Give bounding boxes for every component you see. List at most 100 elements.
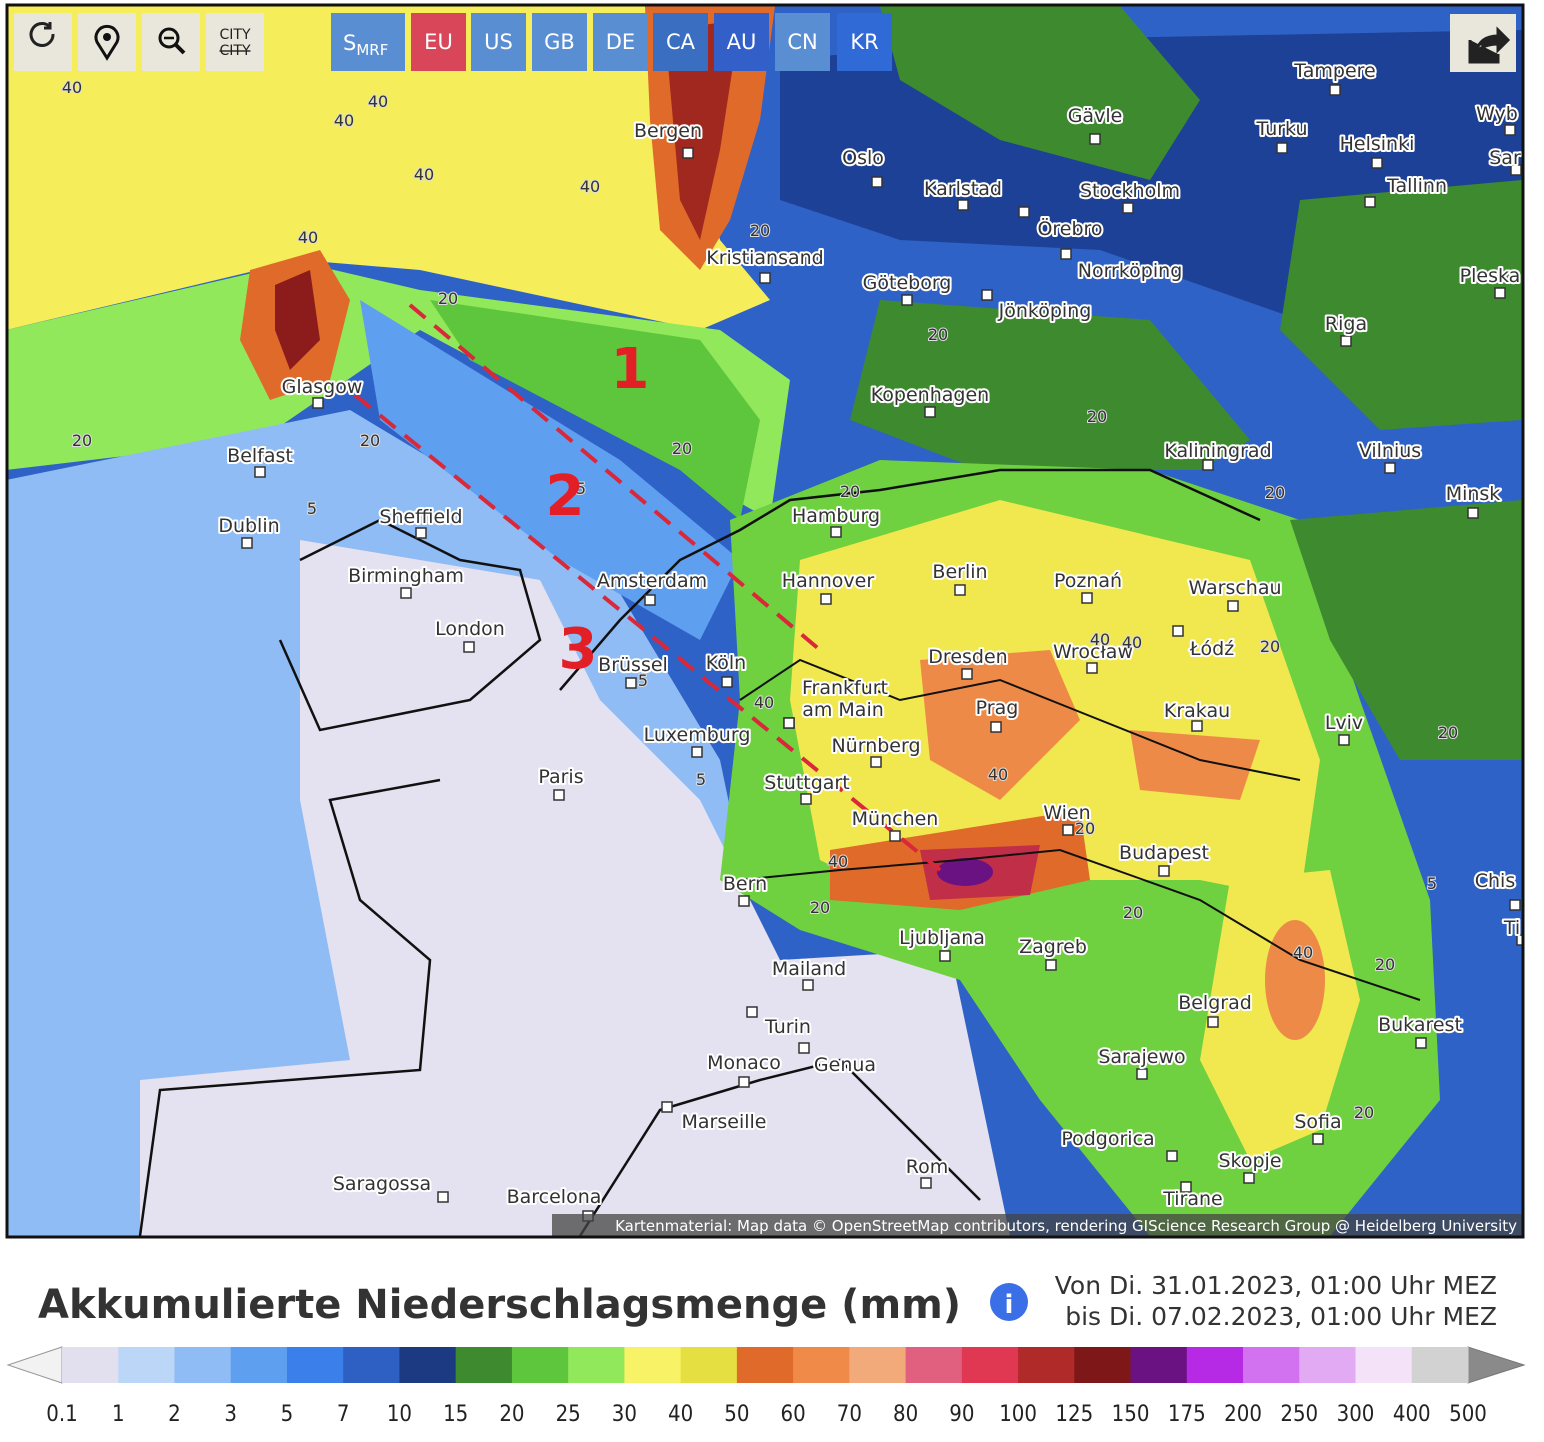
- zoom-out-button[interactable]: [142, 13, 200, 71]
- city-marker: [691, 746, 703, 758]
- city-marker: [1467, 507, 1479, 519]
- annotation: 3: [559, 617, 598, 682]
- legend-tick-label: 5: [281, 1402, 294, 1427]
- legend-swatch: [230, 1347, 288, 1383]
- city-label: Örebro: [1037, 217, 1102, 240]
- legend-tick-label: 40: [668, 1402, 693, 1427]
- city-marker: [254, 466, 266, 478]
- city-label: London: [435, 618, 505, 640]
- city-label: Prag: [976, 697, 1019, 719]
- legend-swatch: [961, 1347, 1019, 1383]
- legend-swatch: [174, 1347, 232, 1383]
- contour-label: 20: [438, 289, 458, 308]
- city-label: Oslo: [842, 147, 884, 169]
- period-to: bis Di. 07.02.2023, 01:00 Uhr MEZ: [1065, 1302, 1497, 1331]
- region-label: EU: [424, 30, 453, 54]
- city-marker: [1081, 592, 1093, 604]
- legend-tick-label: 15: [443, 1402, 468, 1427]
- city-marker: [437, 1191, 449, 1203]
- city-label: Belfast: [227, 445, 293, 467]
- city-marker: [1136, 1068, 1148, 1080]
- legend-tick-label: 200: [1224, 1402, 1262, 1427]
- reload-button[interactable]: [14, 13, 72, 71]
- city-label: Bern: [723, 873, 767, 895]
- legend-tick-label: 3: [224, 1402, 237, 1427]
- legend-tick-label: 70: [837, 1402, 862, 1427]
- city-label: Helsinki: [1340, 133, 1415, 155]
- city-marker: [1329, 84, 1341, 96]
- region-button[interactable]: [653, 13, 708, 71]
- contour-label: 20: [1087, 407, 1107, 426]
- city-label: Tampere: [1293, 60, 1375, 82]
- city-label: CITY: [219, 43, 250, 59]
- city-label: Wyb: [1476, 103, 1518, 125]
- city-marker: [415, 527, 427, 539]
- city-marker: [1018, 206, 1030, 218]
- city-label: Belgrad: [1178, 992, 1252, 1014]
- toolbar: CITY CITY SMRF EU US GB DE CA AU CN KR: [14, 13, 1516, 72]
- city-marker: [1504, 124, 1516, 136]
- city-marker: [1166, 1150, 1178, 1162]
- legend-swatch: [1299, 1347, 1357, 1383]
- city-label: am Main: [802, 699, 884, 721]
- city-marker: [889, 830, 901, 842]
- annotation: 2: [546, 464, 585, 529]
- city-marker: [1089, 133, 1101, 145]
- city-label: Ljubljana: [899, 927, 985, 949]
- legend-tick-label: 500: [1449, 1402, 1487, 1427]
- legend-swatch: [455, 1347, 513, 1383]
- legend-swatch: [624, 1347, 682, 1383]
- contour-label: 40: [828, 852, 848, 871]
- legend-swatch: [849, 1347, 907, 1383]
- contour-label: 5: [576, 479, 586, 498]
- city-label: Paris: [538, 766, 583, 788]
- legend-swatch: [1018, 1347, 1075, 1383]
- legend-swatch: [568, 1347, 625, 1383]
- legend-swatch: [62, 1347, 119, 1383]
- city-label: Bergen: [634, 120, 702, 142]
- city-label: Glasgow: [282, 376, 363, 398]
- city-label: Turku: [1255, 118, 1307, 140]
- city-marker: [939, 950, 951, 962]
- region-button[interactable]: [714, 13, 769, 71]
- legend-swatch: [343, 1347, 400, 1383]
- region-button[interactable]: [471, 13, 526, 71]
- city-marker: [1276, 142, 1288, 154]
- info-button[interactable]: [990, 1283, 1028, 1321]
- city-marker: [783, 717, 795, 729]
- legend-swatch: [1130, 1347, 1188, 1383]
- city-label: Kaliningrad: [1164, 440, 1271, 462]
- legend-swatch: [1186, 1347, 1244, 1383]
- region-button[interactable]: [837, 13, 892, 71]
- city-marker: [901, 294, 913, 306]
- legend-tick-label: 80: [893, 1402, 918, 1427]
- region-button[interactable]: [775, 13, 830, 71]
- city-marker: [1384, 462, 1396, 474]
- locate-button[interactable]: [78, 13, 136, 71]
- city-marker: [924, 406, 936, 418]
- city-marker: [1509, 899, 1521, 911]
- contour-label: 40: [414, 165, 434, 184]
- legend-title: Akkumulierte Niederschlagsmenge (mm): [38, 1282, 961, 1328]
- city-label: Birmingham: [348, 565, 464, 587]
- region-button[interactable]: [593, 13, 648, 71]
- city-label: Jönköping: [998, 300, 1092, 322]
- legend-tick-label: 25: [556, 1402, 581, 1427]
- city-toggle[interactable]: [206, 13, 264, 71]
- city-label: Dublin: [218, 515, 279, 537]
- city-label: Wrocław: [1053, 641, 1133, 663]
- city-label: Lviv: [1325, 712, 1363, 734]
- divider-line: [353, 393, 942, 872]
- model-button[interactable]: [331, 13, 405, 71]
- city-label: Pleska: [1460, 265, 1521, 287]
- city-label: Minsk: [1446, 483, 1501, 505]
- legend-swatch: [736, 1347, 794, 1383]
- city-label: Kristiansand: [706, 247, 824, 269]
- legend-swatch: [118, 1347, 175, 1383]
- region-button[interactable]: [411, 13, 466, 71]
- attribution: Kartenmaterial: Map data © OpenStreetMap…: [615, 1217, 1517, 1235]
- contour-label: 20: [1260, 637, 1280, 656]
- city-label: Chis: [1475, 870, 1516, 892]
- region-button[interactable]: [532, 13, 587, 71]
- city-marker: [798, 1042, 810, 1054]
